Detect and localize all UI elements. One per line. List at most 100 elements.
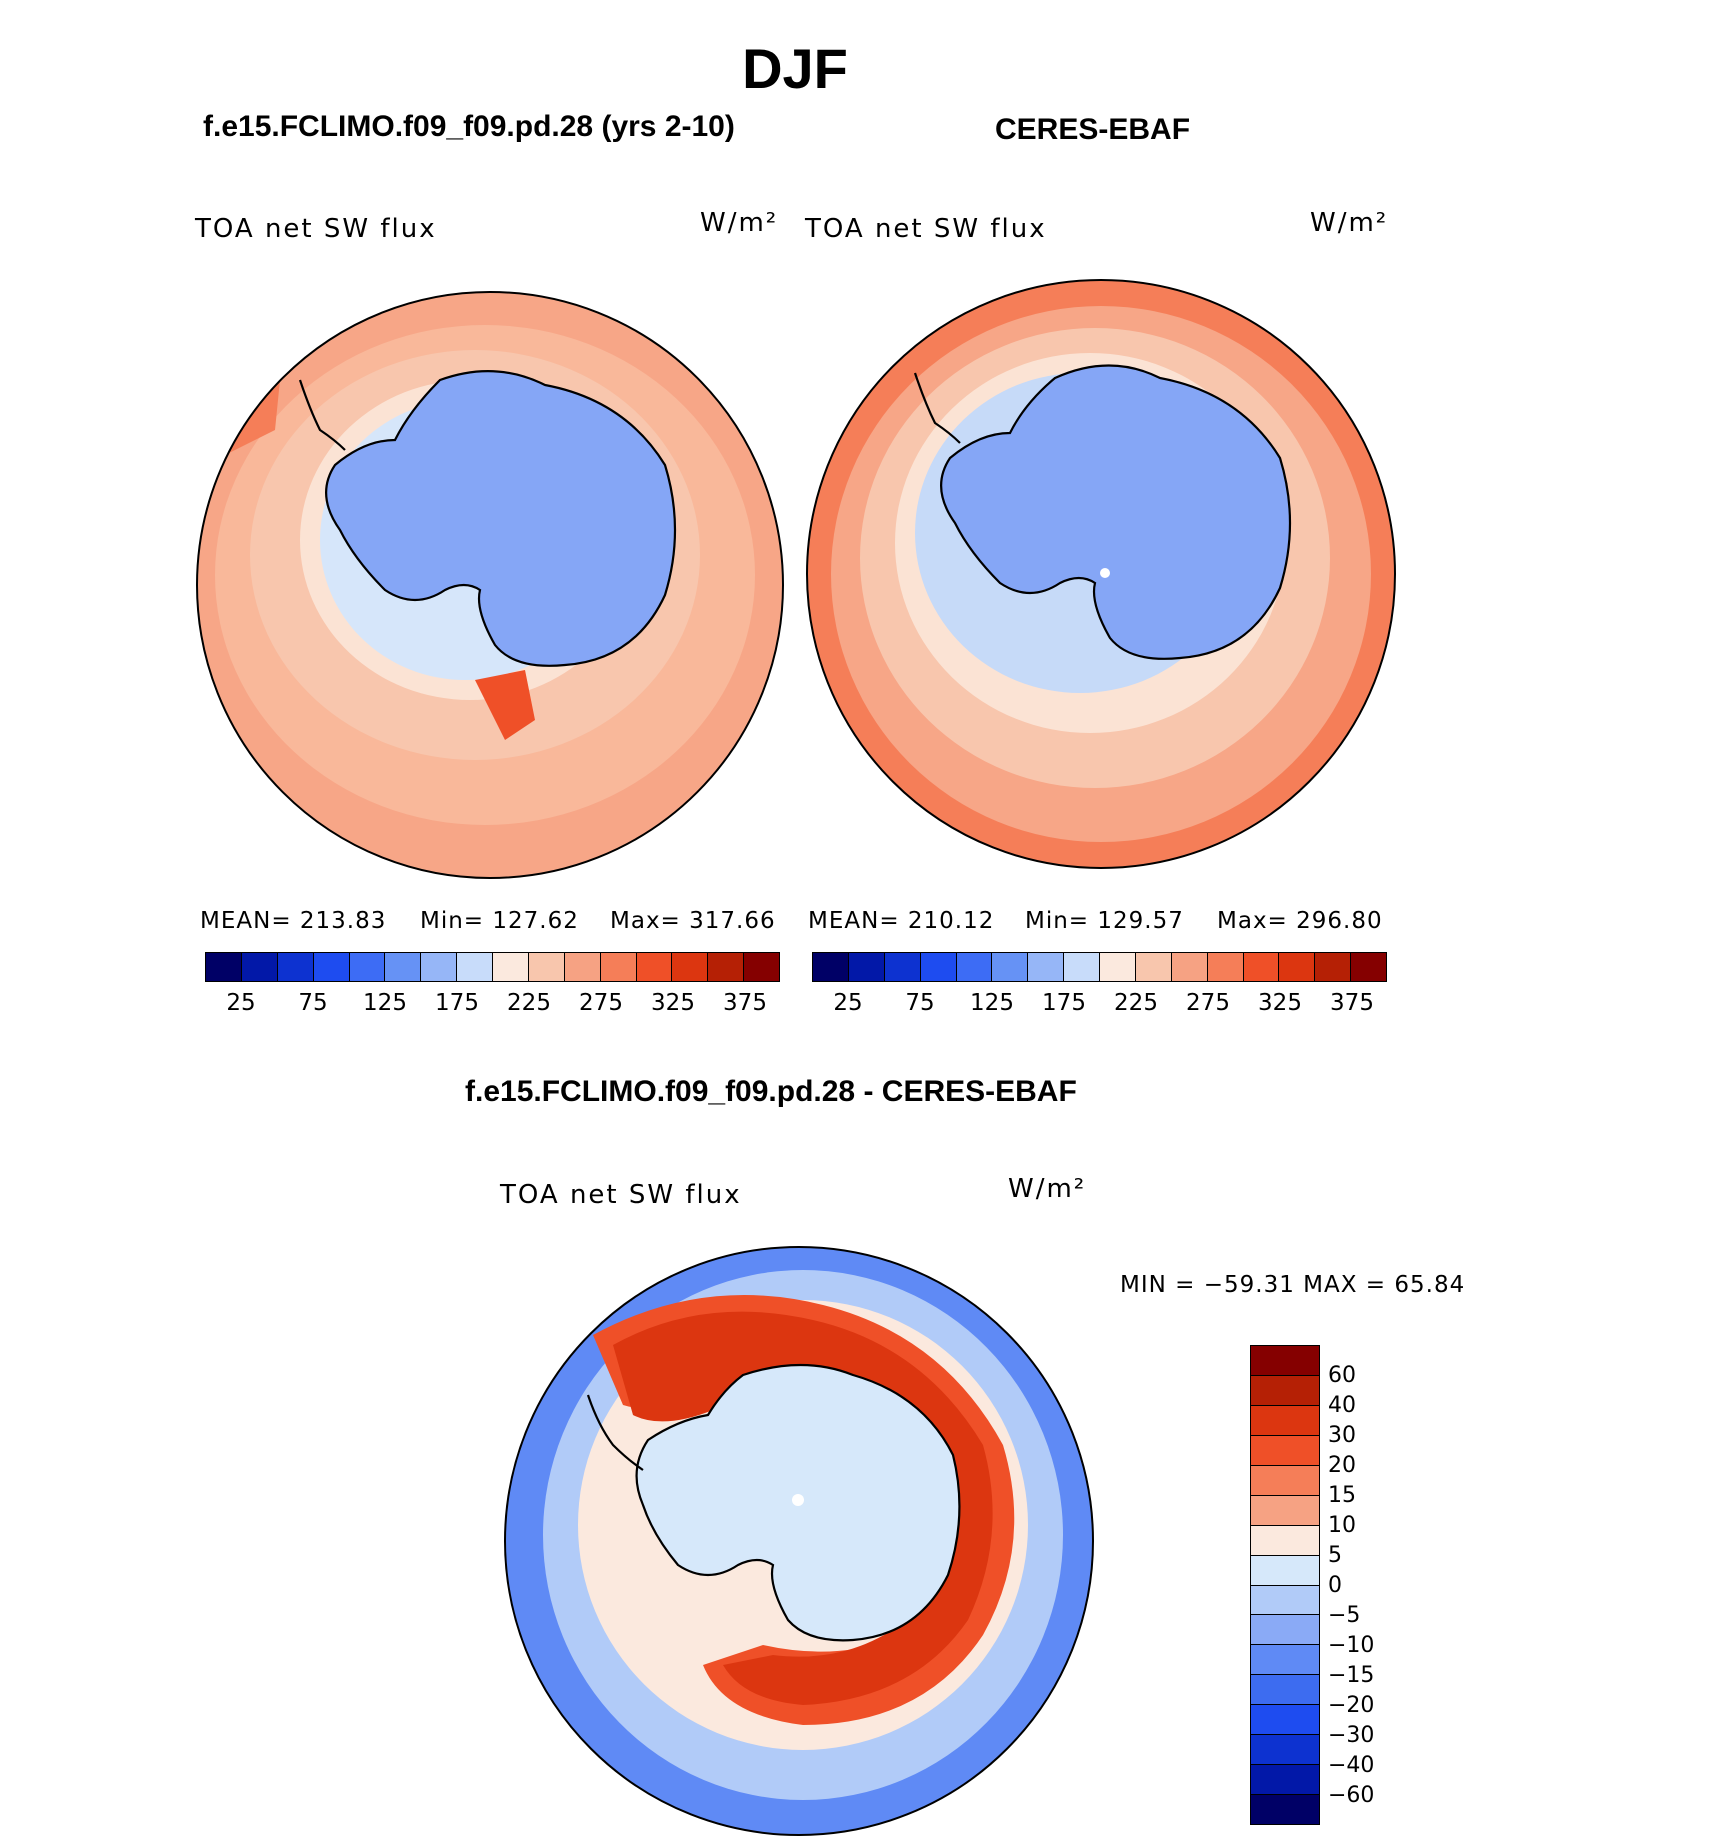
colorbar-swatch [1251,1645,1319,1676]
colorbar-swatch [813,953,849,981]
colorbar-tick: 0 [1328,1573,1342,1598]
colorbar-swatch [457,953,493,981]
antarctica-land [940,364,1292,660]
colorbar-tick: 30 [1328,1423,1356,1448]
colorbar-swatch [277,953,314,981]
colorbar-swatch [1028,953,1065,981]
pole-hole [1100,568,1110,578]
colorbar-tick: 225 [1114,990,1158,1016]
main-title: DJF [742,37,848,100]
panel-1-case-title: f.e15.FCLIMO.f09_f09.pd.28 (yrs 2-10) [203,110,735,143]
colorbar-swatch [385,953,422,981]
panel-2-polar-map [806,279,1396,869]
panel-2-units-label: W/m² [1310,208,1389,238]
colorbar-swatch [848,953,885,981]
colorbar-swatch [421,953,458,981]
colorbar-swatch [1251,1346,1319,1376]
colorbar-tick: −60 [1328,1783,1375,1808]
colorbar-swatch [1207,953,1244,981]
colorbar-swatch [1251,1675,1319,1706]
panel-1-min: Min= 127.62 [420,908,579,934]
colorbar-tick: −20 [1328,1693,1375,1718]
panel-2-variable-label: TOA net SW flux [805,214,1047,244]
colorbar-swatch [1251,1615,1319,1646]
diff-case-title: f.e15.FCLIMO.f09_f09.pd.28 - CERES-EBAF [465,1075,1077,1108]
colorbar-swatch [1064,953,1100,981]
colorbar-swatch [1251,1765,1319,1796]
colorbar-swatch [1171,953,1208,981]
colorbar-tick: 325 [651,990,695,1016]
colorbar-tick: −10 [1328,1633,1375,1658]
colorbar-tick: 60 [1328,1363,1356,1388]
colorbar-tick: 125 [970,990,1014,1016]
panel-1-colorbar [205,952,780,982]
colorbar-swatch [1251,1435,1319,1466]
colorbar-swatch [1251,1585,1319,1616]
colorbar-tick: 225 [507,990,551,1016]
colorbar-swatch [600,953,637,981]
colorbar-swatch [920,953,957,981]
colorbar-swatch [1251,1795,1319,1824]
diff-colorbar [1250,1345,1320,1825]
colorbar-tick: 375 [1330,990,1374,1016]
panel-2-max: Max= 296.80 [1217,908,1383,934]
colorbar-swatch [241,953,278,981]
colorbar-tick: 10 [1328,1513,1356,1538]
colorbar-swatch [956,953,993,981]
antarctica-land [325,370,677,667]
colorbar-swatch [1251,1375,1319,1406]
colorbar-swatch [708,953,745,981]
colorbar-swatch [744,953,779,981]
colorbar-swatch [349,953,386,981]
panel-2-mean: MEAN= 210.12 [808,908,995,934]
peninsula-coastline [913,372,961,444]
colorbar-tick: −30 [1328,1723,1375,1748]
colorbar-swatch [1315,953,1352,981]
colorbar-tick: −15 [1328,1663,1375,1688]
pole-hole [792,1494,804,1506]
colorbar-swatch [528,953,565,981]
panel-1-variable-label: TOA net SW flux [195,214,437,244]
colorbar-swatch [1251,1555,1319,1586]
map-border [196,291,784,879]
diff-colorbar-ticks: 60 40 30 20 15 10 5 0 −5 −10 −15 −20 −30… [1328,1345,1428,1825]
colorbar-swatch [206,953,242,981]
colorbar-swatch [1251,1465,1319,1496]
colorbar-tick: 125 [363,990,407,1016]
colorbar-tick: 375 [723,990,767,1016]
panel-2-colorbar [812,952,1387,982]
colorbar-swatch [1251,1405,1319,1436]
colorbar-tick: 275 [1186,990,1230,1016]
colorbar-tick: 25 [833,990,863,1016]
colorbar-tick: 5 [1328,1543,1342,1568]
colorbar-tick: 175 [435,990,479,1016]
colorbar-swatch [1251,1705,1319,1736]
colorbar-swatch [1251,1495,1319,1526]
diff-variable-label: TOA net SW flux [500,1180,742,1210]
colorbar-tick: 325 [1258,990,1302,1016]
panel-2-min: Min= 129.57 [1025,908,1184,934]
diff-units-label: W/m² [1008,1174,1087,1204]
map-border [504,1246,1094,1836]
colorbar-tick: 75 [298,990,328,1016]
panel-1-mean: MEAN= 213.83 [200,908,387,934]
colorbar-tick: 20 [1328,1453,1356,1478]
colorbar-tick: −5 [1328,1603,1361,1628]
panel-2-case-title: CERES-EBAF [995,113,1191,146]
diff-polar-map [504,1246,1094,1836]
panel-2-colorbar-ticks: 25 75 125 175 225 275 325 375 [812,990,1387,1020]
peninsula-coastline [298,379,346,451]
colorbar-swatch [1251,1525,1319,1556]
panel-1-max: Max= 317.66 [610,908,776,934]
colorbar-swatch [1251,1735,1319,1766]
colorbar-swatch [564,953,601,981]
colorbar-swatch [493,953,529,981]
colorbar-swatch [992,953,1029,981]
colorbar-tick: 275 [579,990,623,1016]
colorbar-tick: −40 [1328,1753,1375,1778]
warm-patch-peninsula [475,670,535,740]
colorbar-swatch [1135,953,1172,981]
colorbar-tick: 75 [905,990,935,1016]
colorbar-swatch [1100,953,1136,981]
map-border [806,279,1396,869]
